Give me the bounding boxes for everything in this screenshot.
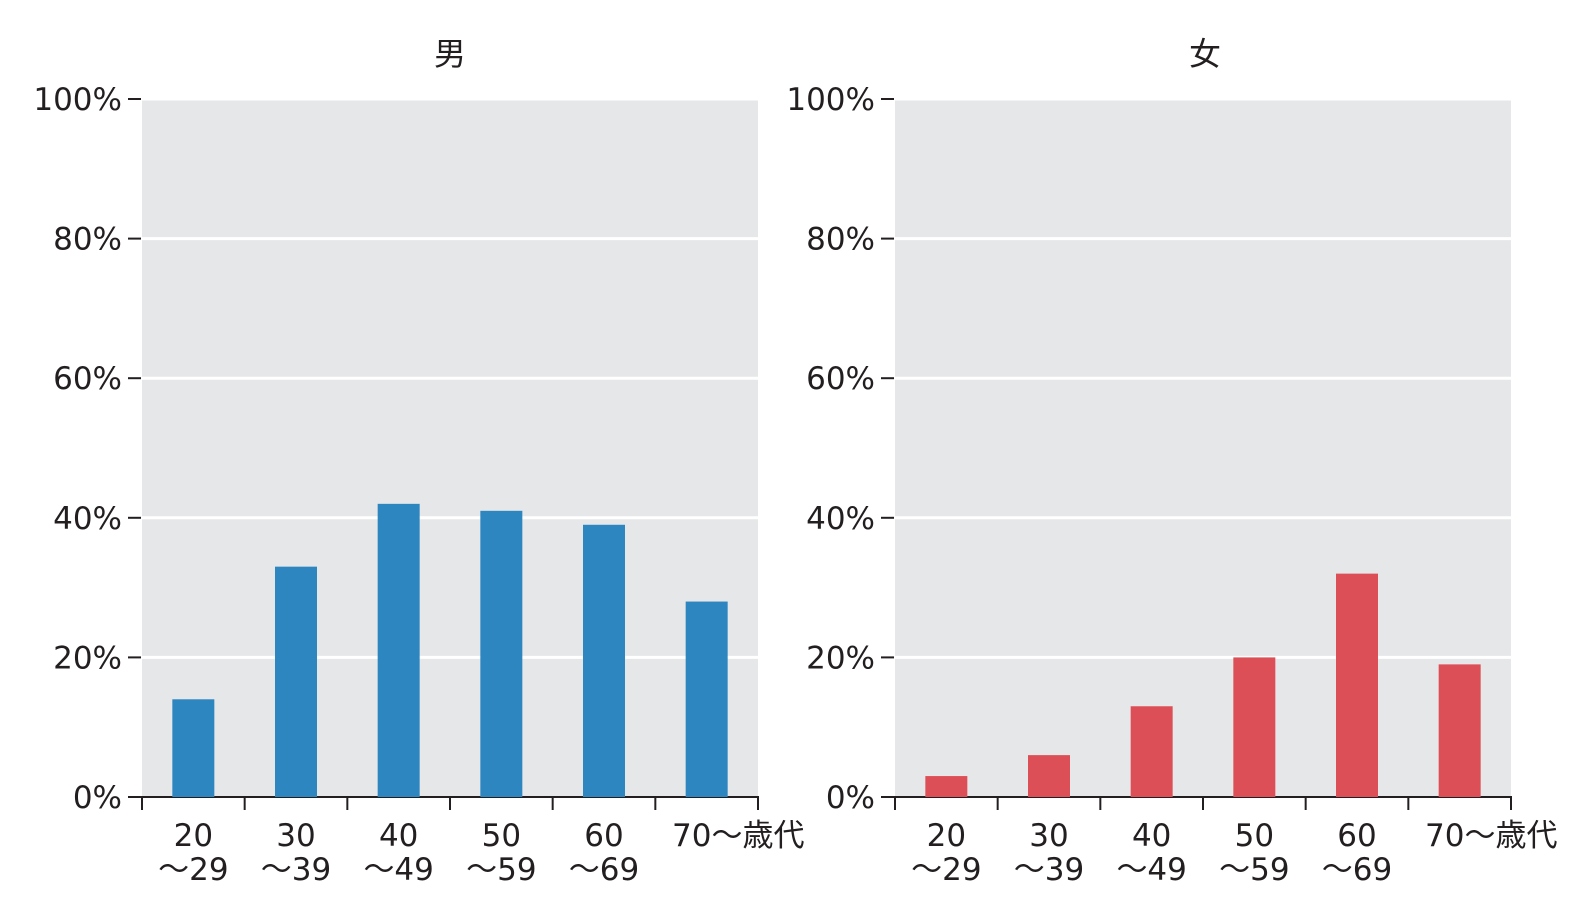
bar-female-0	[925, 776, 968, 797]
y-tick-label: 60%	[53, 361, 122, 397]
y-tick-label: 80%	[806, 222, 875, 258]
x-category-label: 70〜歳代	[672, 818, 804, 854]
y-tick-label: 0%	[826, 780, 875, 816]
x-category-label: 〜59	[1219, 852, 1289, 888]
x-category-label: 20	[174, 818, 213, 854]
x-category-label: 〜69	[1322, 852, 1392, 888]
y-tick-label: 60%	[806, 361, 875, 397]
x-category-label: 〜29	[158, 852, 228, 888]
bar-female-3	[1233, 657, 1276, 797]
chart-panel-male: 男 0% 20% 40% 60% 80% 100% 20〜29 30〜39 40〜49 50〜59…	[33, 35, 804, 888]
bar-male-3	[480, 510, 523, 797]
x-category-label: 〜29	[911, 852, 981, 888]
x-category-label: 40	[379, 818, 418, 854]
x-category-label: 50	[1235, 818, 1274, 854]
plot-area	[895, 99, 1511, 797]
x-category-label: 〜39	[261, 852, 331, 888]
y-tick-label: 100%	[33, 82, 122, 118]
x-category-label: 〜49	[1116, 852, 1186, 888]
bar-female-4	[1336, 573, 1378, 797]
bar-male-4	[583, 524, 625, 797]
y-tick-label: 40%	[53, 501, 122, 537]
bar-male-5	[685, 601, 728, 797]
x-category-label: 〜69	[569, 852, 639, 888]
bar-male-1	[275, 566, 317, 797]
y-tick-label: 80%	[53, 222, 122, 258]
bar-female-1	[1028, 755, 1070, 797]
panel-title-male: 男	[434, 35, 466, 73]
y-tick-label: 100%	[786, 82, 875, 118]
plot-area	[142, 99, 758, 797]
x-category-label: 20	[927, 818, 966, 854]
y-tick-label: 40%	[806, 501, 875, 537]
x-category-label: 〜39	[1014, 852, 1084, 888]
chart-panel-female: 女 0% 20% 40% 60% 80% 100% 20〜29 30〜39 40〜49 50〜59…	[786, 35, 1557, 888]
x-category-label: 40	[1132, 818, 1171, 854]
bar-male-0	[172, 699, 215, 797]
y-tick-label: 20%	[806, 640, 875, 676]
bar-female-2	[1130, 706, 1173, 797]
x-category-label: 70〜歳代	[1425, 818, 1557, 854]
x-category-label: 30	[1029, 818, 1068, 854]
x-category-label: 〜59	[466, 852, 536, 888]
x-category-label: 60	[1337, 818, 1376, 854]
bar-female-5	[1438, 664, 1481, 797]
x-category-label: 60	[584, 818, 623, 854]
y-tick-label: 20%	[53, 640, 122, 676]
bar-male-2	[377, 503, 420, 797]
panel-title-female: 女	[1189, 35, 1221, 73]
x-category-label: 50	[482, 818, 521, 854]
x-category-label: 30	[276, 818, 315, 854]
x-category-label: 〜49	[363, 852, 433, 888]
y-tick-label: 0%	[73, 780, 122, 816]
